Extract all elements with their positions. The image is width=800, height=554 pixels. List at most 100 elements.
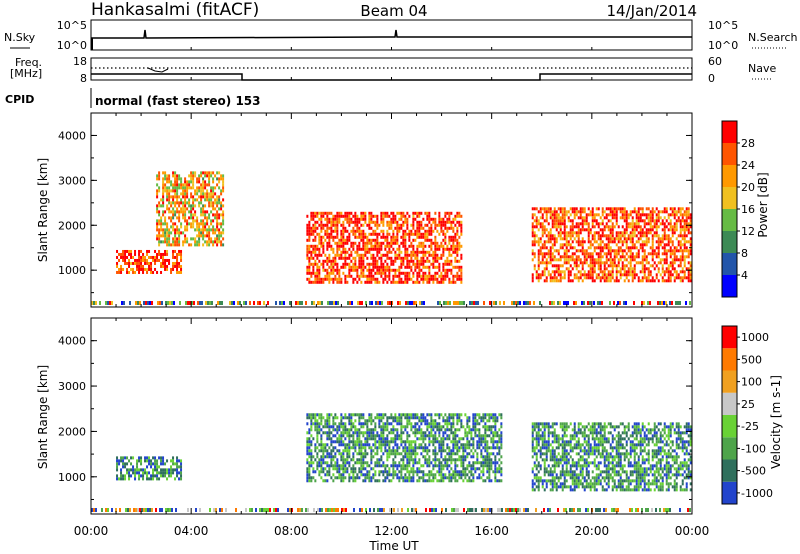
heatmap-cell — [358, 217, 361, 221]
heatmap-cell — [342, 229, 345, 233]
heatmap-cell — [661, 264, 664, 268]
heatmap-cell — [629, 264, 632, 268]
heatmap-cell — [573, 216, 576, 220]
heatmap-cell — [162, 222, 165, 226]
heatmap-cell — [599, 237, 602, 241]
heatmap-cell — [605, 243, 608, 247]
heatmap-cell — [386, 464, 389, 468]
heatmap-cell — [444, 220, 447, 224]
heatmap-cell — [587, 264, 590, 268]
heatmap-cell — [322, 235, 325, 239]
heatmap-cell — [476, 422, 479, 426]
heatmap-cell — [362, 443, 365, 447]
heatmap-cell — [216, 171, 219, 175]
heatmap-cell — [398, 223, 401, 227]
heatmap-cell — [438, 244, 441, 248]
heatmap-cell — [575, 207, 578, 211]
heatmap-cell — [370, 220, 373, 224]
heatmap-cell — [392, 437, 395, 441]
power-heatmap — [91, 171, 692, 305]
heatmap-cell — [687, 210, 690, 214]
heatmap-cell — [563, 210, 566, 214]
heatmap-cell — [118, 270, 121, 274]
heatmap-cell — [146, 465, 149, 469]
heatmap-cell — [342, 431, 345, 435]
heatmap-cell — [424, 238, 427, 242]
heatmap-cell — [458, 274, 461, 278]
heatmap-cell — [448, 446, 451, 450]
heatmap-cell — [428, 226, 431, 230]
heatmap-cell — [188, 243, 191, 247]
heatmap-cell — [332, 217, 335, 221]
heatmap-cell — [589, 273, 592, 277]
heatmap-cell — [430, 223, 433, 227]
heatmap-cell — [322, 461, 325, 465]
heatmap-cell — [414, 268, 417, 272]
heatmap-cell — [551, 246, 554, 250]
heatmap-cell — [362, 455, 365, 459]
heatmap-cell — [416, 265, 419, 269]
heatmap-cell — [428, 470, 431, 474]
heatmap-cell — [444, 464, 447, 468]
heatmap-cell — [655, 228, 658, 232]
heatmap-cell — [330, 271, 333, 275]
heatmap-cell — [561, 237, 564, 241]
heatmap-cell — [312, 223, 315, 227]
heatmap-cell — [607, 249, 610, 253]
heatmap-cell — [436, 479, 439, 483]
heatmap-cell — [533, 213, 536, 217]
heatmap-cell — [563, 216, 566, 220]
heatmap-cell — [480, 455, 483, 459]
heatmap-cell — [344, 253, 347, 257]
heatmap-cell — [366, 244, 369, 248]
heatmap-cell — [458, 247, 461, 251]
heatmap-cell — [152, 471, 155, 475]
heatmap-cell — [320, 211, 323, 215]
heatmap-cell — [164, 189, 167, 193]
heatmap-cell — [344, 259, 347, 263]
heatmap-cell — [557, 252, 560, 256]
heatmap-cell — [456, 458, 459, 462]
heatmap-cell — [172, 240, 175, 244]
heatmap-cell — [410, 449, 413, 453]
heatmap-cell — [458, 437, 461, 441]
heatmap-cell — [140, 249, 143, 253]
heatmap-cell — [436, 253, 439, 257]
heatmap-cell — [312, 265, 315, 269]
heatmap-cell — [579, 216, 582, 220]
heatmap-cell — [593, 219, 596, 223]
heatmap-cell — [623, 249, 626, 253]
heatmap-cell — [446, 446, 449, 450]
heatmap-cell — [176, 240, 179, 244]
heatmap-cell — [389, 301, 391, 305]
heatmap-cell — [358, 437, 361, 441]
heatmap-cell — [671, 231, 674, 235]
heatmap-cell — [430, 277, 433, 281]
heatmap-cell — [340, 244, 343, 248]
heatmap-cell — [162, 231, 165, 235]
heatmap-cell — [328, 241, 331, 245]
heatmap-cell — [217, 301, 219, 305]
heatmap-cell — [386, 428, 389, 432]
heatmap-cell — [176, 471, 179, 475]
heatmap-cell — [328, 265, 331, 269]
heatmap-cell — [311, 301, 313, 305]
heatmap-cell — [382, 271, 385, 275]
heatmap-cell — [683, 231, 686, 235]
heatmap-cell — [289, 301, 291, 305]
heatmap-cell — [332, 464, 335, 468]
heatmap-cell — [346, 416, 349, 420]
heatmap-cell — [448, 253, 451, 257]
heatmap-cell — [316, 413, 319, 417]
heatmap-cell — [384, 253, 387, 257]
heatmap-cell — [673, 213, 676, 217]
heatmap-cell — [132, 471, 135, 475]
heatmap-cell — [184, 183, 187, 187]
heatmap-cell — [212, 213, 215, 217]
heatmap-cell — [627, 216, 630, 220]
heatmap-cell — [192, 186, 195, 190]
heatmap-cell — [326, 416, 329, 420]
heatmap-cell — [372, 467, 375, 471]
heatmap-cell — [414, 262, 417, 266]
heatmap-cell — [597, 276, 600, 280]
